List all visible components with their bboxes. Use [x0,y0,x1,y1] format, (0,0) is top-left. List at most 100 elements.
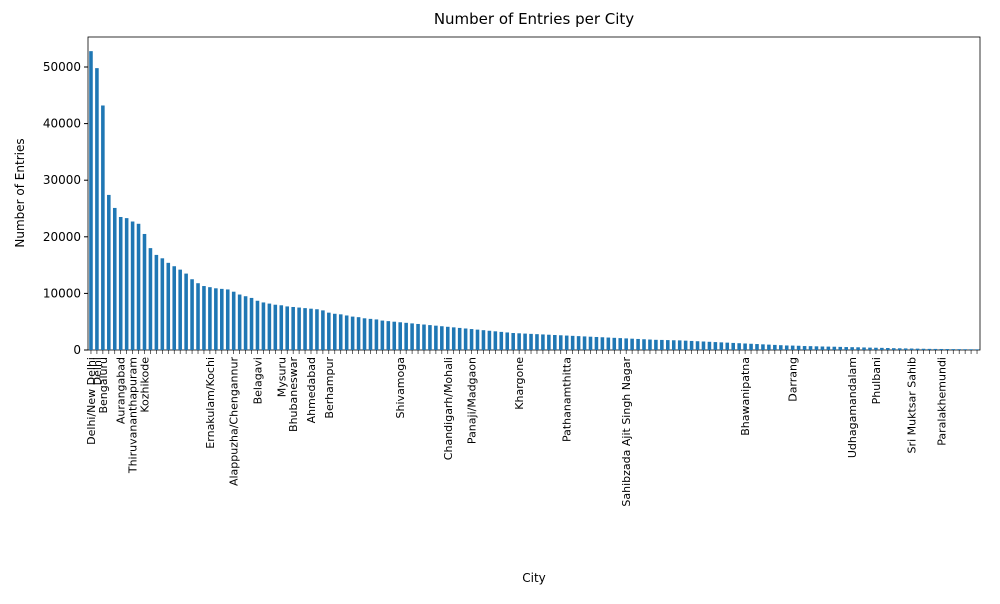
bar [666,340,670,350]
bar [380,320,385,350]
bar [868,347,872,350]
x-tick-label: Thiruvananthapuram [127,357,140,474]
x-tick-label: Ernakulam/Kochi [204,357,217,449]
bar [285,306,289,350]
bar [850,347,854,350]
bar [416,323,420,350]
bar [737,343,741,350]
bar [107,194,111,350]
bar [963,349,967,350]
x-tick-label: Sahibzada Ajit Singh Nagar [620,357,633,507]
y-tick-label: 10000 [43,286,81,300]
bar [802,346,807,350]
bar [856,347,860,350]
bar [671,340,676,350]
bar [279,305,284,350]
bar [112,207,117,350]
bar [683,340,688,350]
bar [921,348,926,350]
bar [743,343,747,350]
x-tick-label: Berhampur [323,357,336,419]
bar [606,337,611,350]
x-tick-label: Paralakhemundi [935,357,948,446]
bar [445,326,450,350]
x-tick-label: Udhagamandalam [846,357,859,458]
bar [148,248,153,350]
y-tick-label: 20000 [43,230,81,244]
bar [713,342,718,350]
bar [796,345,801,350]
y-tick-label: 0 [73,343,81,357]
bar [190,279,194,350]
bar [451,327,456,350]
bar [428,325,432,350]
bar [89,51,93,351]
bar [844,347,848,350]
x-tick-label: Sri Muktsar Sahib [906,357,919,453]
y-tick-label: 40000 [43,117,81,131]
bar [517,333,521,350]
bar [820,346,825,350]
bar [166,262,171,350]
bar [243,296,248,350]
bar [523,333,527,350]
bar [558,335,563,350]
bar [231,291,236,350]
bar [701,341,706,350]
bar [838,346,843,350]
x-tick-label: Darrang [787,357,800,402]
bar [142,233,147,350]
bar [422,324,426,350]
x-tick-label: Panaji/Madgaon [466,357,479,444]
bar [321,310,325,350]
bar [594,336,599,350]
x-tick-label: Delhi/New Delhi [85,357,98,445]
bar [784,345,789,350]
bar [463,328,468,350]
bar [404,322,408,350]
bar [547,334,551,350]
bar [196,283,200,350]
bar [642,339,646,350]
bar [969,349,973,350]
bar [440,326,444,350]
bar [779,345,783,350]
bar [636,338,640,350]
bar [237,294,242,350]
bar [927,348,932,350]
bar [874,347,878,350]
bar [915,348,920,350]
bar [255,300,260,350]
bar [541,334,545,350]
bar [957,349,961,350]
bar [624,338,628,350]
x-tick-label: Shivamoga [394,357,407,418]
bar [356,317,361,350]
bar [220,288,224,350]
plot-frame [87,36,981,351]
bar [648,339,652,350]
y-tick-label: 50000 [43,60,81,74]
bar [362,318,367,350]
bar [695,341,700,350]
bar [493,331,498,350]
bar [392,321,397,350]
y-axis-title: Number of Entries [13,138,27,247]
bar [434,325,438,350]
bar [939,348,944,350]
bar [499,331,504,350]
bar [719,342,724,350]
bar [130,221,135,350]
bar [178,269,182,350]
bar [368,318,373,350]
x-tick-label: Phulbani [870,357,883,404]
bar [333,313,337,350]
chart-title: Number of Entries per City [434,10,634,28]
bar [891,348,896,350]
x-tick-label: Pathanamthitta [561,357,574,442]
x-tick-label: Chandigarh/Mohali [442,357,455,460]
bar [677,340,682,350]
bar [214,288,218,350]
bar [612,337,617,350]
bar [576,336,581,350]
